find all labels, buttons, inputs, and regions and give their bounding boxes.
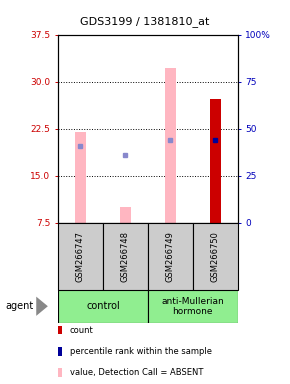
Text: GDS3199 / 1381810_at: GDS3199 / 1381810_at <box>80 16 210 26</box>
Bar <box>165 68 176 223</box>
Text: GSM266747: GSM266747 <box>76 231 85 282</box>
Bar <box>58 290 148 323</box>
Text: GSM266748: GSM266748 <box>121 231 130 282</box>
Text: value, Detection Call = ABSENT: value, Detection Call = ABSENT <box>70 368 203 377</box>
Bar <box>148 223 193 290</box>
Text: anti-Mullerian
hormone: anti-Mullerian hormone <box>162 296 224 316</box>
Text: GSM266749: GSM266749 <box>166 231 175 282</box>
Text: control: control <box>86 301 120 311</box>
Bar <box>193 223 238 290</box>
Bar <box>148 290 238 323</box>
Bar <box>75 132 86 223</box>
Text: agent: agent <box>6 301 34 311</box>
Bar <box>120 207 131 223</box>
Text: GSM266750: GSM266750 <box>211 231 220 282</box>
Text: count: count <box>70 326 93 335</box>
Text: percentile rank within the sample: percentile rank within the sample <box>70 347 212 356</box>
Bar <box>103 223 148 290</box>
Bar <box>210 99 221 223</box>
Bar <box>58 223 103 290</box>
Polygon shape <box>36 297 48 316</box>
